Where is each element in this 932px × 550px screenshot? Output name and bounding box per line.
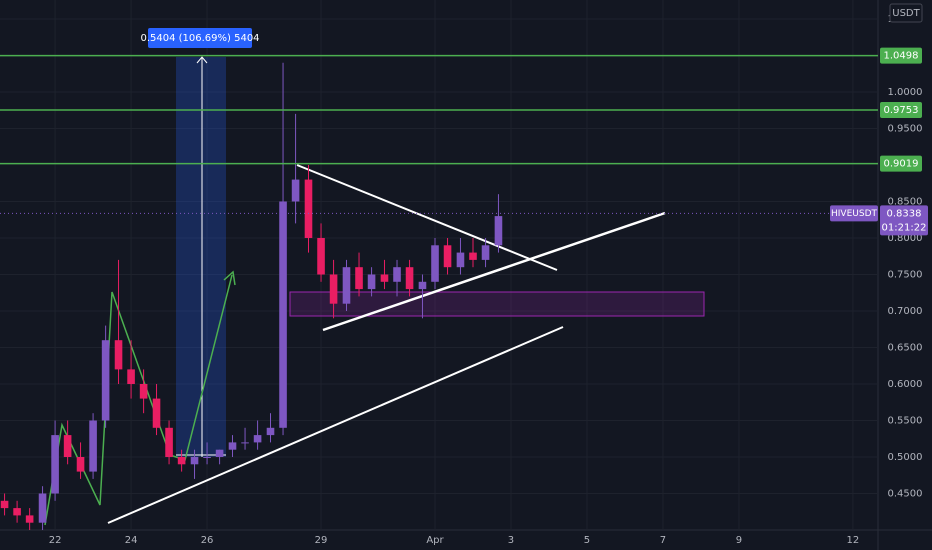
x-tick-label: 3: [508, 535, 514, 546]
y-tick-label: 0.5000: [888, 452, 923, 463]
candle-body: [228, 442, 237, 450]
x-tick-label: 12: [847, 535, 860, 546]
measure-area: [176, 57, 226, 457]
candle-body: [393, 267, 401, 282]
candle-body: [215, 449, 224, 457]
y-tick-label: 0.6000: [888, 379, 923, 390]
candle-body: [114, 340, 123, 370]
measure-arrow-head: [196, 56, 208, 64]
candle-body: [101, 340, 110, 421]
candle-body: [241, 442, 249, 444]
y-tick-label: 0.8000: [888, 233, 923, 244]
candle-body: [139, 383, 148, 399]
candle-body: [279, 201, 287, 428]
candle-body: [25, 515, 34, 523]
x-tick-label: 24: [125, 535, 138, 546]
level-label-box: [880, 102, 922, 119]
candle-body: [367, 274, 376, 290]
candle-body: [456, 252, 465, 268]
y-tick-label: 1.0000: [888, 87, 923, 98]
symbol: HIVEUSDT: [831, 209, 877, 219]
y-tick-label: 0.7000: [888, 306, 923, 317]
trendline: [322, 211, 666, 332]
candle-body: [152, 398, 161, 428]
last-price-box: [880, 205, 928, 236]
candle-body: [380, 274, 389, 282]
candle-body: [431, 245, 439, 282]
candle-body: [0, 500, 9, 509]
x-tick-label: Apr: [426, 535, 444, 546]
candle-body: [203, 456, 211, 458]
candle-body: [13, 508, 21, 516]
candle-body: [355, 267, 363, 290]
candle-body: [494, 216, 503, 246]
candle-body: [329, 274, 338, 304]
y-tick-label: 0.8500: [888, 196, 923, 207]
candle-body: [38, 493, 47, 523]
candle-body: [304, 179, 313, 238]
y-tick-label: 0.5500: [888, 415, 923, 426]
candle-body: [469, 252, 477, 260]
candle-body: [418, 281, 427, 290]
candle-body: [190, 456, 199, 465]
symbol-box: [830, 205, 878, 222]
candle-body: [253, 435, 262, 443]
y-tick-label: 0.6500: [888, 342, 923, 353]
candle-body: [51, 435, 59, 494]
candle-body: [89, 420, 97, 472]
level-label-box: [880, 47, 922, 64]
candle-body: [291, 179, 300, 202]
candles: [0, 62, 503, 530]
currency-box: [889, 3, 923, 23]
currency: USDT: [892, 8, 920, 19]
level-label: 1.0498: [884, 51, 919, 62]
candle-body: [443, 245, 452, 268]
candle-body: [165, 427, 173, 457]
candle-body: [76, 456, 85, 472]
candle-body: [481, 245, 490, 260]
y-tick-label: 0.7500: [888, 269, 923, 280]
trendline: [107, 326, 564, 524]
level-label: 0.9019: [884, 159, 919, 170]
last-price: 0.8338: [887, 208, 922, 219]
zigzag-arrow: [223, 270, 236, 286]
y-tick-label: 0.4500: [888, 488, 923, 499]
candle-body: [405, 267, 414, 290]
candle-body: [127, 369, 135, 384]
candle-body: [317, 237, 325, 275]
measure-label: 0.5404 (106.69%) 5404: [140, 33, 259, 44]
x-tick-label: 9: [736, 535, 742, 546]
overlay: 1.10001.00000.95000.85000.80000.75000.70…: [0, 14, 928, 546]
candle-body: [177, 456, 186, 465]
x-tick-label: 29: [315, 535, 328, 546]
countdown: 01:21:22: [882, 222, 927, 233]
x-tick-label: 26: [201, 535, 214, 546]
candle-body: [342, 267, 351, 304]
measure-label-box: [148, 28, 252, 48]
zone: [289, 291, 705, 317]
level-label-box: [880, 155, 922, 172]
level-label: 0.9753: [884, 105, 919, 116]
y-tick-label: 0.9500: [888, 123, 923, 134]
candle-body: [63, 435, 72, 457]
candle-body: [266, 427, 275, 436]
trendline: [296, 164, 558, 271]
x-tick-label: 22: [49, 535, 62, 546]
x-tick-label: 5: [584, 535, 590, 546]
x-tick-label: 7: [660, 535, 666, 546]
